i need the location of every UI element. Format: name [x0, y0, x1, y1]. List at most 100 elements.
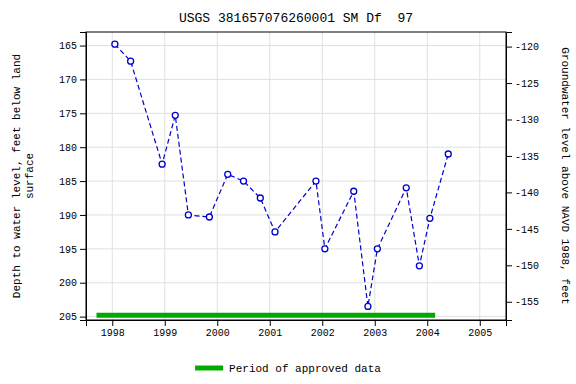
tick: 200	[59, 278, 86, 289]
grid-line-y	[86, 147, 506, 148]
grid-line-x	[322, 32, 323, 320]
axis-line	[507, 33, 513, 321]
data-point	[159, 161, 165, 167]
grid-line-y	[86, 45, 506, 46]
tick-label: -120	[515, 42, 539, 53]
tick: 165	[59, 41, 86, 52]
tick: -135	[506, 152, 539, 163]
tick: -150	[506, 261, 539, 272]
grid-line-x	[427, 32, 428, 320]
tick: 2001	[258, 320, 282, 339]
tick-mark	[80, 283, 86, 284]
tick: -145	[506, 225, 539, 236]
data-point	[241, 178, 247, 184]
data-point	[206, 214, 212, 220]
tick-label: 2005	[468, 328, 492, 339]
data-point	[427, 215, 433, 221]
data-point	[257, 195, 263, 201]
data-point	[112, 41, 118, 47]
data-point	[225, 171, 231, 177]
plot-area	[97, 41, 452, 315]
tick: 175	[59, 109, 86, 120]
tick-label: -155	[515, 297, 539, 308]
tick: 170	[59, 75, 86, 86]
grid-line-y	[86, 316, 506, 317]
tick: -155	[506, 297, 539, 308]
tick: 2003	[363, 320, 387, 339]
tick-mark	[80, 46, 86, 47]
tick-mark	[506, 302, 512, 303]
approved-period-bar	[97, 313, 436, 318]
tick-mark	[165, 320, 166, 326]
tick-mark	[322, 320, 323, 326]
grid-line-y	[86, 214, 506, 215]
grid-line-y	[86, 79, 506, 80]
data-point	[365, 303, 371, 309]
tick: 1999	[153, 320, 177, 339]
tick: 205	[59, 312, 86, 323]
legend-swatch	[195, 366, 223, 371]
data-point	[374, 246, 380, 252]
data-line	[115, 44, 448, 306]
tick-label: 2001	[258, 328, 282, 339]
legend: Period of approved data	[195, 363, 381, 375]
data-point	[322, 246, 328, 252]
legend-label: Period of approved data	[229, 363, 381, 375]
tick: -120	[506, 42, 539, 53]
tick-label: -140	[515, 188, 539, 199]
tick-mark	[80, 215, 86, 216]
tick: 1998	[101, 320, 125, 339]
plot-frame	[86, 32, 506, 320]
tick-mark	[112, 320, 113, 326]
data-point	[128, 58, 134, 64]
grid-line-y	[86, 248, 506, 249]
grid-line-x	[164, 32, 165, 320]
tick-label: 2002	[311, 328, 335, 339]
tick-label: 190	[59, 211, 77, 222]
grid-line-x	[217, 32, 218, 320]
tick-label: 1998	[101, 328, 125, 339]
legend-item: Period of approved data	[195, 363, 381, 375]
tick-label: -135	[515, 152, 539, 163]
grid-line-x	[374, 32, 375, 320]
tick-label: -130	[515, 115, 539, 126]
tick-label: 2003	[363, 328, 387, 339]
tick-mark	[80, 79, 86, 80]
tick-mark	[80, 147, 86, 148]
data-point	[416, 263, 422, 269]
y2-axis-label: Groundwater level above NAVD 1988, feet	[559, 47, 571, 304]
tick-label: -145	[515, 225, 539, 236]
y2-axis: -120 -125 -130 -135 -140 -145 -150 -155	[506, 33, 539, 321]
tick-mark	[506, 265, 512, 266]
data-point	[272, 229, 278, 235]
grid-line-y	[86, 113, 506, 114]
tick-label: 2004	[416, 328, 440, 339]
grid-line-y	[86, 181, 506, 182]
tick-mark	[217, 320, 218, 326]
chart: 1998 1999 2000 2001 2002 2003 2004 2005 165 170 17…	[0, 0, 576, 384]
tick-label: 1999	[153, 328, 177, 339]
data-point	[185, 212, 191, 218]
tick: 195	[59, 245, 86, 256]
tick: 2000	[206, 320, 230, 339]
tick-label: 170	[59, 75, 77, 86]
data-point	[351, 188, 357, 194]
y-axis-label-line: Depth to water level, feet below land	[11, 54, 23, 298]
tick: -125	[506, 79, 539, 90]
tick: 2002	[311, 320, 335, 339]
tick-mark	[506, 192, 512, 193]
tick: 190	[59, 211, 86, 222]
tick-mark	[506, 47, 512, 48]
tick-label: 175	[59, 109, 77, 120]
tick-mark	[375, 320, 376, 326]
tick-label: 195	[59, 245, 77, 256]
tick-mark	[80, 317, 86, 318]
tick-label: 200	[59, 278, 77, 289]
tick-mark	[427, 320, 428, 326]
tick-label: 205	[59, 312, 77, 323]
tick: 2005	[468, 320, 492, 339]
data-point	[313, 178, 319, 184]
y-axis: 165170175180185190195200205	[59, 33, 87, 324]
data-point	[403, 185, 409, 191]
grid	[86, 32, 506, 320]
